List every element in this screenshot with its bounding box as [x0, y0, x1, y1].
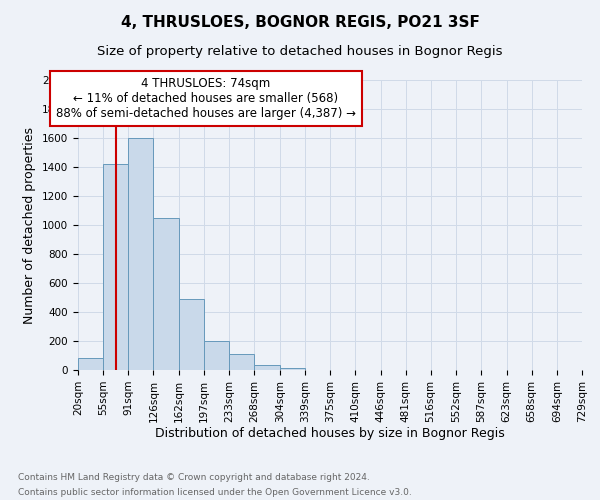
- Text: Size of property relative to detached houses in Bognor Regis: Size of property relative to detached ho…: [97, 45, 503, 58]
- Bar: [78, 358, 103, 370]
- X-axis label: Distribution of detached houses by size in Bognor Regis: Distribution of detached houses by size …: [155, 428, 505, 440]
- Text: Contains public sector information licensed under the Open Government Licence v3: Contains public sector information licen…: [18, 488, 412, 497]
- Bar: [229, 354, 254, 370]
- Bar: [154, 218, 179, 370]
- Bar: [254, 365, 280, 370]
- Bar: [280, 368, 305, 370]
- Y-axis label: Number of detached properties: Number of detached properties: [23, 126, 37, 324]
- Text: Contains HM Land Registry data © Crown copyright and database right 2024.: Contains HM Land Registry data © Crown c…: [18, 473, 370, 482]
- Text: 4, THRUSLOES, BOGNOR REGIS, PO21 3SF: 4, THRUSLOES, BOGNOR REGIS, PO21 3SF: [121, 15, 479, 30]
- Text: 4 THRUSLOES: 74sqm
← 11% of detached houses are smaller (568)
88% of semi-detach: 4 THRUSLOES: 74sqm ← 11% of detached hou…: [56, 78, 356, 120]
- Bar: [179, 299, 204, 370]
- Bar: [128, 138, 154, 370]
- Bar: [103, 164, 128, 370]
- Bar: [204, 341, 229, 370]
